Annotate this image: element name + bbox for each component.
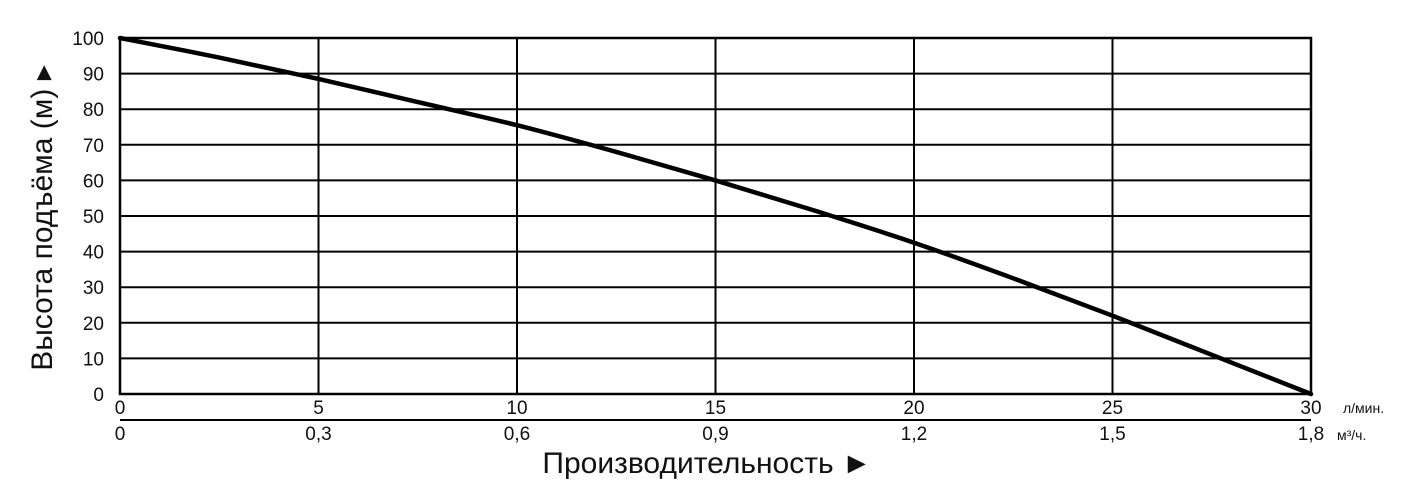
y-tick-labels: 0 10 20 30 40 50 60 70 80 90 100: [72, 29, 104, 406]
x-tick-label-secondary: 0: [115, 424, 126, 445]
y-tick-label: 80: [83, 100, 104, 121]
x-tick-label-secondary: 1,2: [901, 424, 927, 445]
x-tick-label-secondary: 1,5: [1099, 424, 1125, 445]
y-tick-label: 70: [83, 136, 104, 157]
x-tick-label-primary: 10: [506, 398, 527, 419]
x-axis-title: Производительность ►: [542, 447, 871, 480]
y-tick-label: 20: [83, 314, 104, 335]
plot-frame: [118, 36, 1313, 396]
y-tick-label: 30: [83, 278, 104, 299]
x-tick-label-primary: 15: [705, 398, 726, 419]
y-tick-label: 90: [83, 65, 104, 86]
y-tick-label: 40: [83, 243, 104, 264]
x-unit-secondary-label: м³/ч.: [1337, 427, 1366, 443]
y-tick-label: 100: [72, 29, 104, 50]
x-tick-label-primary: 20: [903, 398, 924, 419]
x-tick-label-primary: 5: [313, 398, 324, 419]
x-tick-label-secondary: 0,3: [305, 424, 331, 445]
x-tick-label-primary: 25: [1102, 398, 1123, 419]
x-tick-label-secondary: 1,8: [1298, 424, 1324, 445]
y-tick-label: 60: [83, 171, 104, 192]
y-axis-title: Высота подъёма (м) ▸: [26, 65, 59, 371]
series-line: [117, 35, 1314, 397]
x-tick-label-primary: 0: [115, 398, 126, 419]
grid: [118, 36, 1313, 396]
y-tick-label: 10: [83, 349, 104, 370]
x-tick-label-secondary: 0,6: [504, 424, 530, 445]
x-tick-label-primary: 30: [1300, 398, 1321, 419]
x-unit-primary-label: л/мин.: [1343, 400, 1384, 416]
x-tick-labels: 0 5 10 15 20 25 30 0 0,3 0,6 0,9 1,2 1,5 1,8: [115, 398, 1325, 445]
x-tick-label-secondary: 0,9: [702, 424, 728, 445]
y-tick-label: 50: [83, 207, 104, 228]
series-lines: [117, 35, 1314, 397]
y-tick-label: 0: [93, 385, 104, 406]
